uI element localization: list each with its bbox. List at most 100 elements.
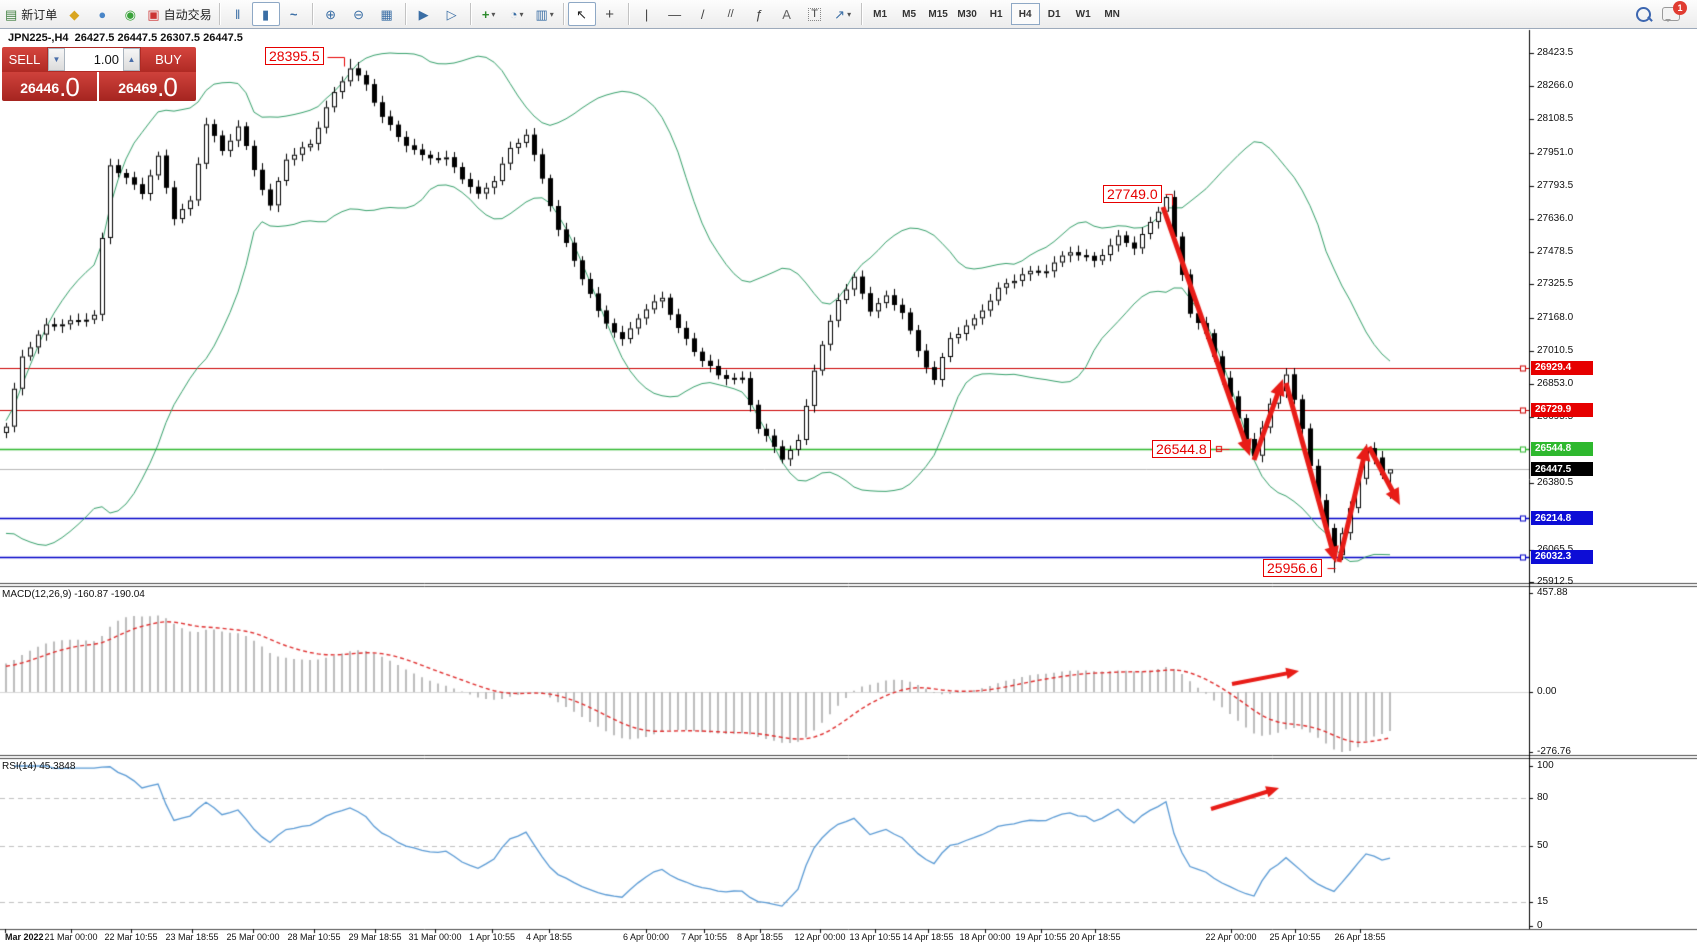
price-axis-tick: 28423.5 bbox=[1537, 47, 1574, 58]
text-label-icon: T bbox=[808, 7, 821, 21]
price-axis-tick: 26853.0 bbox=[1537, 377, 1574, 389]
price-axis-tick: 28266.0 bbox=[1537, 80, 1574, 92]
rsi-axis-tick: 80 bbox=[1537, 792, 1549, 803]
time-axis-label: 13 Apr 10:55 bbox=[849, 932, 901, 942]
trendline-tool-button[interactable]: / bbox=[689, 2, 717, 26]
timeframe-m15-button[interactable]: M15 bbox=[928, 8, 948, 20]
buy-price-dec: .0 bbox=[157, 72, 178, 102]
buy-price-int: 26469 bbox=[118, 80, 158, 96]
market-watch-button[interactable]: ◆ bbox=[60, 2, 88, 26]
new-order-button[interactable]: ▤ 新订单 bbox=[2, 2, 60, 26]
chevron-down-icon: ▾ bbox=[847, 9, 852, 19]
tile-windows-button[interactable]: ▦ bbox=[373, 2, 401, 26]
channel-tool-button[interactable]: // bbox=[717, 2, 745, 26]
time-axis-label: 25 Mar 00:00 bbox=[226, 932, 280, 942]
one-click-trading-panel: SELL ▼ 1.00 ▲ BUY 26446.0 26469.0 bbox=[2, 47, 196, 101]
annotation-price-label-bottom[interactable]: 25956.6 bbox=[1263, 559, 1322, 577]
buy-price-display[interactable]: 26469.0 bbox=[99, 72, 196, 101]
time-axis-label: 26 Apr 18:55 bbox=[1334, 932, 1386, 942]
zoom-out-button[interactable]: ⊖ bbox=[345, 2, 373, 26]
zoom-in-button[interactable]: ⊕ bbox=[317, 2, 345, 26]
clock-icon: ◔ bbox=[509, 6, 518, 22]
vertical-line-tool-button[interactable]: | bbox=[633, 2, 661, 26]
timeframe-h1-button[interactable]: H1 bbox=[989, 8, 1003, 20]
signal-icon: ◉ bbox=[124, 6, 136, 22]
timeframe-w1-button[interactable]: W1 bbox=[1075, 8, 1091, 20]
chevron-down-icon: ▾ bbox=[549, 9, 554, 19]
text-tool-button[interactable]: A bbox=[773, 2, 801, 26]
time-axis-label: 22 Apr 00:00 bbox=[1205, 932, 1257, 942]
triangle-up-icon: ▲ bbox=[127, 55, 136, 64]
new-order-icon: ▤ bbox=[5, 6, 18, 22]
time-axis-label: 1 Apr 10:55 bbox=[468, 932, 516, 942]
price-axis-tick: 26065.5 bbox=[1537, 544, 1573, 555]
time-axis-label: 29 Mar 18:55 bbox=[348, 932, 402, 942]
price-axis-tick: 27168.0 bbox=[1537, 311, 1574, 323]
notifications-button[interactable]: 1 bbox=[1657, 1, 1687, 26]
timeframe-m1-button[interactable]: M1 bbox=[873, 8, 888, 20]
periods-clock-button[interactable]: ◔ ▾ bbox=[503, 2, 531, 26]
bar-chart-mode-button[interactable]: ‖ bbox=[224, 2, 252, 26]
timeframe-m30-button[interactable]: M30 bbox=[957, 8, 977, 20]
price-axis-tick: 27478.5 bbox=[1537, 246, 1574, 258]
price-badge-26447.5: 26447.5 bbox=[1531, 462, 1593, 477]
price-axis-tick: 27793.5 bbox=[1537, 179, 1574, 191]
main-toolbar: ▤ 新订单 ◆ ● ◉ ▣ 自动交易 ‖ ▮ ~ ⊕ ⊖ ▦ ▶ ▷ + ▾ ◔ ▾… bbox=[0, 0, 1697, 29]
indicators-button[interactable]: + ▾ bbox=[475, 2, 503, 26]
label-tool-button[interactable]: T bbox=[801, 2, 829, 26]
accounts-button[interactable]: ● bbox=[88, 2, 116, 26]
timeframe-d1-button[interactable]: D1 bbox=[1047, 8, 1061, 20]
cursor-icon: ↖ bbox=[576, 6, 588, 22]
chevron-down-icon: ▾ bbox=[491, 9, 496, 19]
search-button[interactable] bbox=[1629, 2, 1657, 26]
volume-field[interactable]: 1.00 bbox=[93, 52, 119, 67]
chart-shift-button[interactable]: ▷ bbox=[438, 2, 466, 26]
time-axis-label: 19 Apr 10:55 bbox=[1015, 932, 1067, 942]
timeframe-mn-button[interactable]: MN bbox=[1104, 8, 1120, 20]
auto-trading-button[interactable]: ▣ 自动交易 bbox=[144, 2, 214, 26]
signals-button[interactable]: ◉ bbox=[116, 2, 144, 26]
account-icon: ● bbox=[98, 6, 107, 22]
candle-chart-mode-button[interactable]: ▮ bbox=[251, 2, 280, 26]
sell-button[interactable]: SELL bbox=[2, 47, 47, 72]
zoom-in-icon: ⊕ bbox=[325, 6, 337, 22]
time-axis-label: 22 Mar 10:55 bbox=[104, 932, 158, 942]
crosshair-tool-button[interactable]: + bbox=[596, 2, 624, 26]
annotation-price-label-peak[interactable]: 28395.5 bbox=[265, 47, 324, 65]
price-axis-tick: 28108.5 bbox=[1537, 113, 1574, 125]
time-axis-label: 25 Apr 10:55 bbox=[1269, 932, 1321, 942]
fibonacci-tool-button[interactable]: ƒ bbox=[745, 2, 773, 26]
time-axis-label: 20 Apr 18:55 bbox=[1069, 932, 1121, 942]
time-axis-label: 23 Mar 18:55 bbox=[165, 932, 219, 942]
time-axis-label: 21 Mar 00:00 bbox=[44, 932, 98, 942]
price-axis-tick: 27325.5 bbox=[1537, 278, 1574, 290]
line-chart-mode-button[interactable]: ~ bbox=[280, 2, 308, 26]
timeframe-m5-button[interactable]: M5 bbox=[902, 8, 917, 20]
annotation-price-label-support[interactable]: 26544.8 bbox=[1152, 440, 1211, 458]
sell-price-int: 26446 bbox=[20, 80, 60, 96]
toolbar-separator bbox=[562, 3, 564, 25]
sell-price-display[interactable]: 26446.0 bbox=[2, 72, 97, 101]
templates-button[interactable]: ▥ ▾ bbox=[531, 2, 559, 26]
price-axis-tick: 27951.0 bbox=[1537, 146, 1574, 158]
volume-increase-button[interactable]: ▲ bbox=[123, 48, 140, 71]
price-badge-26214.8: 26214.8 bbox=[1531, 511, 1593, 526]
cursor-tool-button[interactable]: ↖ bbox=[567, 2, 596, 26]
macd-axis-tick: 0.00 bbox=[1537, 686, 1557, 697]
price-axis-tick: 25912.5 bbox=[1537, 576, 1574, 588]
auto-trading-icon: ▣ bbox=[147, 6, 160, 22]
rsi-axis-tick: 0 bbox=[1537, 920, 1543, 931]
sell-price-dec: .0 bbox=[59, 72, 80, 102]
toolbar-separator bbox=[311, 3, 313, 25]
volume-decrease-button[interactable]: ▼ bbox=[48, 48, 65, 71]
annotation-price-label-lower-high[interactable]: 27749.0 bbox=[1103, 185, 1162, 203]
rsi-axis-tick: 100 bbox=[1537, 760, 1554, 771]
horizontal-line-tool-button[interactable]: — bbox=[661, 2, 689, 26]
timeframe-h4-button[interactable]: H4 bbox=[1010, 3, 1040, 25]
rsi-axis-tick: 50 bbox=[1537, 840, 1549, 851]
buy-button[interactable]: BUY bbox=[141, 47, 196, 72]
arrows-tool-button[interactable]: ↗ ▾ bbox=[829, 2, 857, 26]
time-axis-label: 14 Apr 18:55 bbox=[902, 932, 954, 942]
auto-scroll-button[interactable]: ▶ bbox=[410, 2, 438, 26]
